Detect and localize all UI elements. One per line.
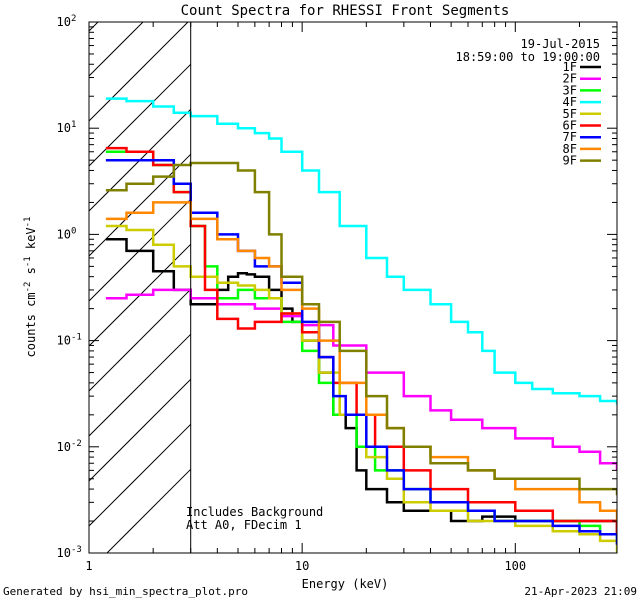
hatch-line: [89, 423, 192, 527]
hatch-line: [106, 468, 192, 553]
plot-frame: [88, 21, 618, 554]
y-tick-label-exponent: 0: [71, 226, 76, 236]
hatched-region: [89, 22, 192, 553]
x-tick-label: 1: [85, 559, 92, 573]
footer-timestamp: 21-Apr-2023 21:09: [524, 585, 637, 598]
hatch-line: [89, 22, 189, 122]
y-axis-label: counts cm-2 s-1 keV-1: [23, 217, 38, 358]
y-tick-label: 10: [57, 546, 71, 560]
series-line-9f: [105, 161, 617, 496]
hatch-line: [89, 378, 192, 482]
annotation-attenuator: Att A0, FDecim 1: [186, 518, 302, 532]
date-label: 19-Jul-2015: [521, 37, 600, 51]
series-line-8f: [105, 201, 617, 521]
hatch-line: [89, 153, 192, 257]
x-tick-label: 10: [295, 559, 309, 573]
y-tick-label: 10: [57, 334, 71, 348]
y-tick-label: 10: [57, 227, 71, 241]
legend-label: 4F: [563, 95, 577, 109]
series-line-2f: [105, 288, 617, 471]
legend-label: 8F: [563, 142, 577, 156]
y-tick-label: 10: [57, 15, 71, 29]
series-line-4f: [105, 97, 617, 405]
hatch-line: [89, 22, 144, 77]
hatch-line: [89, 333, 192, 437]
legend-label: 3F: [563, 83, 577, 97]
legend-label: 6F: [563, 119, 577, 133]
series-line-7f: [105, 158, 617, 545]
y-tick-label-exponent: 2: [71, 14, 76, 24]
y-tick-label-exponent: -1: [71, 333, 82, 343]
legend-label: 1F: [563, 60, 577, 74]
footer-generated-by: Generated by hsi_min_spectra_plot.pro: [3, 585, 248, 598]
y-tick-label: 10: [57, 440, 71, 454]
hatch-line: [89, 22, 99, 32]
axis-ticks: [88, 21, 618, 554]
x-tick-label: 100: [504, 559, 526, 573]
hatch-line: [89, 288, 192, 392]
legend-label: 7F: [563, 130, 577, 144]
annotation-background: Includes Background: [186, 505, 323, 519]
x-tick-labels: 1 10 100: [85, 559, 526, 573]
x-axis-label: Energy (keV): [302, 577, 389, 591]
legend-label: 2F: [563, 72, 577, 86]
y-tick-label-exponent: -2: [71, 439, 82, 449]
series-line-3f: [105, 150, 617, 545]
time-range-label: 18:59:00 to 19:00:00: [456, 50, 601, 64]
legend-label: 9F: [563, 154, 577, 168]
y-tick-label-exponent: 1: [71, 120, 76, 130]
y-tick-label-exponent: -3: [71, 545, 82, 555]
legend-label: 5F: [563, 107, 577, 121]
chart-title: Count Spectra for RHESSI Front Segments: [181, 3, 510, 19]
series-layer: [105, 97, 617, 553]
series-line-6f: [105, 146, 617, 535]
y-tick-label: 10: [57, 121, 71, 135]
